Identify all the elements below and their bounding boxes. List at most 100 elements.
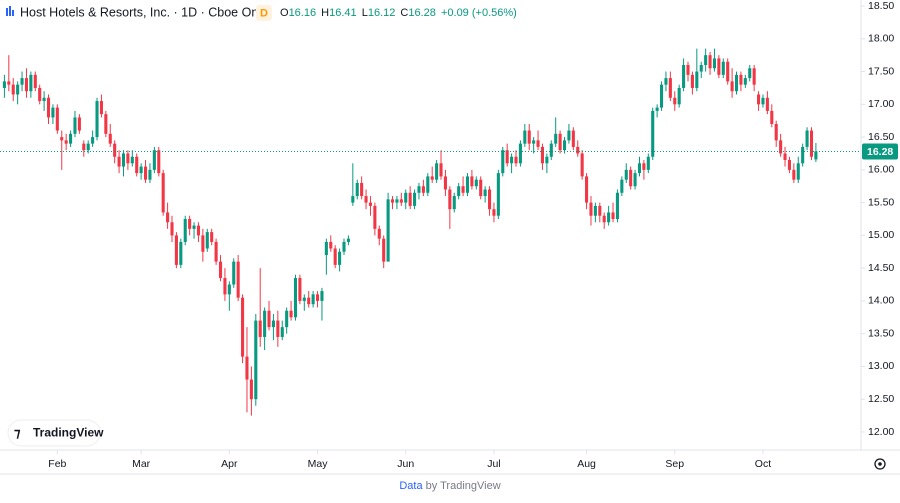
candle-body xyxy=(148,169,152,180)
candle-body xyxy=(496,173,500,216)
candle-body xyxy=(24,78,29,92)
candle-body xyxy=(479,179,483,197)
last-price-bg xyxy=(862,143,898,160)
candle-body xyxy=(364,196,368,203)
x-tick-label: Apr xyxy=(221,458,238,470)
candle-body xyxy=(408,192,412,206)
candle-body xyxy=(651,110,655,157)
settings-icon[interactable] xyxy=(874,458,886,470)
candle-body xyxy=(699,65,703,72)
candle-body xyxy=(505,150,509,164)
candle-body xyxy=(179,241,183,265)
candle-body xyxy=(245,356,249,380)
candle-body xyxy=(421,186,425,193)
candle-body xyxy=(673,97,677,105)
candle-body xyxy=(201,235,205,252)
candle-body xyxy=(108,133,112,144)
candle-body xyxy=(99,101,103,115)
badge: D xyxy=(260,7,268,19)
y-tick-label: 17.50 xyxy=(868,65,894,77)
candle-body xyxy=(540,146,545,164)
candle-body xyxy=(143,166,148,180)
ohlc-legend: O16.16 H16.41 L16.12 C16.28 +0.09 (+0.56… xyxy=(280,7,517,19)
candle-body xyxy=(712,58,717,69)
candle-body xyxy=(82,143,86,151)
logo-bg xyxy=(7,419,101,447)
candle-body xyxy=(779,140,783,154)
candle-body xyxy=(783,153,787,161)
candle-body xyxy=(417,186,421,193)
candle-body xyxy=(77,117,81,131)
candle-body xyxy=(113,143,117,157)
candle-body xyxy=(567,130,571,141)
candle-body xyxy=(730,81,734,92)
logo-mark: ⁊ xyxy=(14,425,21,440)
candle-body xyxy=(46,97,51,118)
candle-body xyxy=(805,130,809,147)
candle-body xyxy=(413,192,417,206)
candle-body xyxy=(523,130,527,144)
candle-body xyxy=(435,163,439,180)
y-tick-label: 18.00 xyxy=(868,33,894,45)
candle-body xyxy=(615,192,619,220)
candle-body xyxy=(536,140,540,147)
y-tick-label: 14.00 xyxy=(868,295,894,307)
candle-body xyxy=(285,310,289,328)
candle-body xyxy=(501,150,505,174)
candle-body xyxy=(236,261,240,298)
candle-body xyxy=(324,241,328,256)
candle-body xyxy=(642,163,646,170)
candle-body xyxy=(368,202,373,206)
candle-body xyxy=(721,61,725,75)
candle-body xyxy=(42,97,46,102)
footer-link[interactable]: Data xyxy=(399,480,423,492)
candle-body xyxy=(95,101,99,138)
legend-value: 16.16 xyxy=(289,7,317,19)
candle-body xyxy=(267,310,271,328)
candle-body xyxy=(708,55,712,69)
candle-body xyxy=(2,81,6,88)
candle-body xyxy=(170,222,174,236)
y-tick-label: 12.50 xyxy=(868,393,894,405)
candle-body xyxy=(487,189,492,210)
candle-body xyxy=(355,182,359,197)
candle-body xyxy=(659,84,664,108)
candle-body xyxy=(801,146,805,164)
candle-body xyxy=(492,209,496,216)
footer-text: by TradingView xyxy=(426,480,501,492)
candle-body xyxy=(205,232,209,249)
candle-body xyxy=(302,297,306,301)
candle-body xyxy=(157,150,161,174)
logo-box[interactable]: ⁊ TradingView xyxy=(7,419,104,447)
candle-body xyxy=(258,320,262,337)
x-tick-label: Jul xyxy=(487,458,500,470)
candle-body xyxy=(527,130,531,144)
candle-body xyxy=(549,143,553,157)
candle-body xyxy=(518,143,522,164)
candle-body xyxy=(183,219,187,242)
candle-body xyxy=(86,143,90,151)
candle-body xyxy=(765,97,769,111)
candle-body xyxy=(390,199,395,203)
candle-body xyxy=(717,58,721,75)
candle-body xyxy=(585,176,589,203)
candle-body xyxy=(514,156,518,164)
candle-body xyxy=(448,189,452,210)
candle-body xyxy=(289,310,293,318)
candle-body xyxy=(774,123,778,141)
candle-body xyxy=(593,205,597,216)
candle-body xyxy=(558,133,562,151)
candle-body xyxy=(20,78,24,85)
badge-bg xyxy=(256,5,272,21)
candle-body xyxy=(404,192,408,203)
candle-body xyxy=(218,261,223,278)
symbol-title: Host Hotels & Resorts, Inc. · 1D · Cboe … xyxy=(20,5,265,19)
candle-body xyxy=(377,228,381,239)
candle-body xyxy=(69,133,73,144)
legend-value: 16.41 xyxy=(329,7,357,19)
candle-body xyxy=(395,199,399,203)
candle-body xyxy=(814,151,818,160)
x-tick-label: Oct xyxy=(755,458,771,470)
candle-body xyxy=(739,74,743,85)
